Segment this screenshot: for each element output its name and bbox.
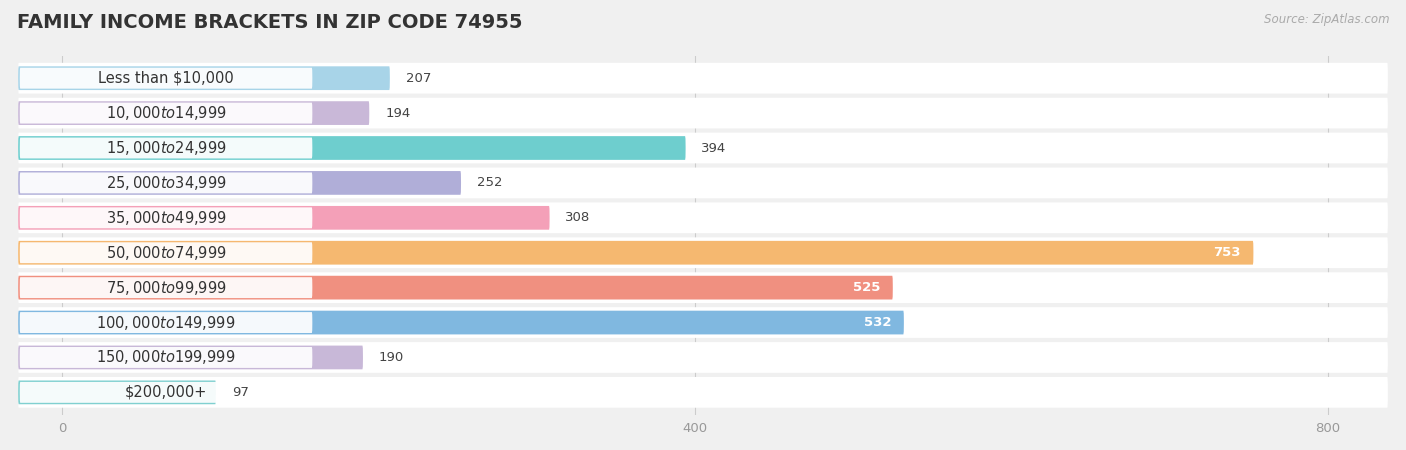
- Text: 97: 97: [232, 386, 249, 399]
- FancyBboxPatch shape: [18, 307, 1388, 338]
- Text: $25,000 to $34,999: $25,000 to $34,999: [105, 174, 226, 192]
- Text: $15,000 to $24,999: $15,000 to $24,999: [105, 139, 226, 157]
- Text: $35,000 to $49,999: $35,000 to $49,999: [105, 209, 226, 227]
- FancyBboxPatch shape: [18, 241, 1253, 265]
- FancyBboxPatch shape: [18, 237, 1388, 268]
- FancyBboxPatch shape: [18, 63, 1388, 94]
- FancyBboxPatch shape: [18, 171, 461, 195]
- Text: $10,000 to $14,999: $10,000 to $14,999: [105, 104, 226, 122]
- FancyBboxPatch shape: [18, 346, 363, 369]
- Text: 194: 194: [385, 107, 411, 120]
- FancyBboxPatch shape: [18, 167, 1388, 198]
- Text: 394: 394: [702, 141, 727, 154]
- FancyBboxPatch shape: [18, 377, 1388, 408]
- FancyBboxPatch shape: [18, 342, 1388, 373]
- Text: 532: 532: [863, 316, 891, 329]
- FancyBboxPatch shape: [20, 207, 312, 228]
- Text: Source: ZipAtlas.com: Source: ZipAtlas.com: [1264, 14, 1389, 27]
- Text: 252: 252: [477, 176, 502, 189]
- Text: $75,000 to $99,999: $75,000 to $99,999: [105, 279, 226, 297]
- FancyBboxPatch shape: [18, 98, 1388, 128]
- Text: $200,000+: $200,000+: [125, 385, 207, 400]
- Text: 207: 207: [406, 72, 432, 85]
- Text: FAMILY INCOME BRACKETS IN ZIP CODE 74955: FAMILY INCOME BRACKETS IN ZIP CODE 74955: [17, 14, 523, 32]
- FancyBboxPatch shape: [18, 206, 550, 230]
- FancyBboxPatch shape: [20, 347, 312, 368]
- FancyBboxPatch shape: [18, 381, 217, 404]
- FancyBboxPatch shape: [18, 101, 370, 125]
- FancyBboxPatch shape: [20, 312, 312, 333]
- Text: $50,000 to $74,999: $50,000 to $74,999: [105, 244, 226, 262]
- Text: 190: 190: [378, 351, 404, 364]
- FancyBboxPatch shape: [20, 277, 312, 298]
- FancyBboxPatch shape: [20, 382, 312, 403]
- Text: 525: 525: [853, 281, 880, 294]
- FancyBboxPatch shape: [20, 138, 312, 158]
- FancyBboxPatch shape: [18, 310, 904, 334]
- FancyBboxPatch shape: [20, 172, 312, 194]
- Text: Less than $10,000: Less than $10,000: [98, 71, 233, 86]
- FancyBboxPatch shape: [18, 133, 1388, 163]
- FancyBboxPatch shape: [18, 202, 1388, 233]
- FancyBboxPatch shape: [20, 68, 312, 89]
- FancyBboxPatch shape: [18, 272, 1388, 303]
- Text: $150,000 to $199,999: $150,000 to $199,999: [97, 348, 236, 366]
- Text: 308: 308: [565, 212, 591, 224]
- FancyBboxPatch shape: [20, 103, 312, 124]
- Text: 753: 753: [1213, 246, 1240, 259]
- FancyBboxPatch shape: [18, 66, 389, 90]
- FancyBboxPatch shape: [18, 276, 893, 300]
- FancyBboxPatch shape: [20, 242, 312, 263]
- FancyBboxPatch shape: [18, 136, 686, 160]
- Text: $100,000 to $149,999: $100,000 to $149,999: [97, 314, 236, 332]
